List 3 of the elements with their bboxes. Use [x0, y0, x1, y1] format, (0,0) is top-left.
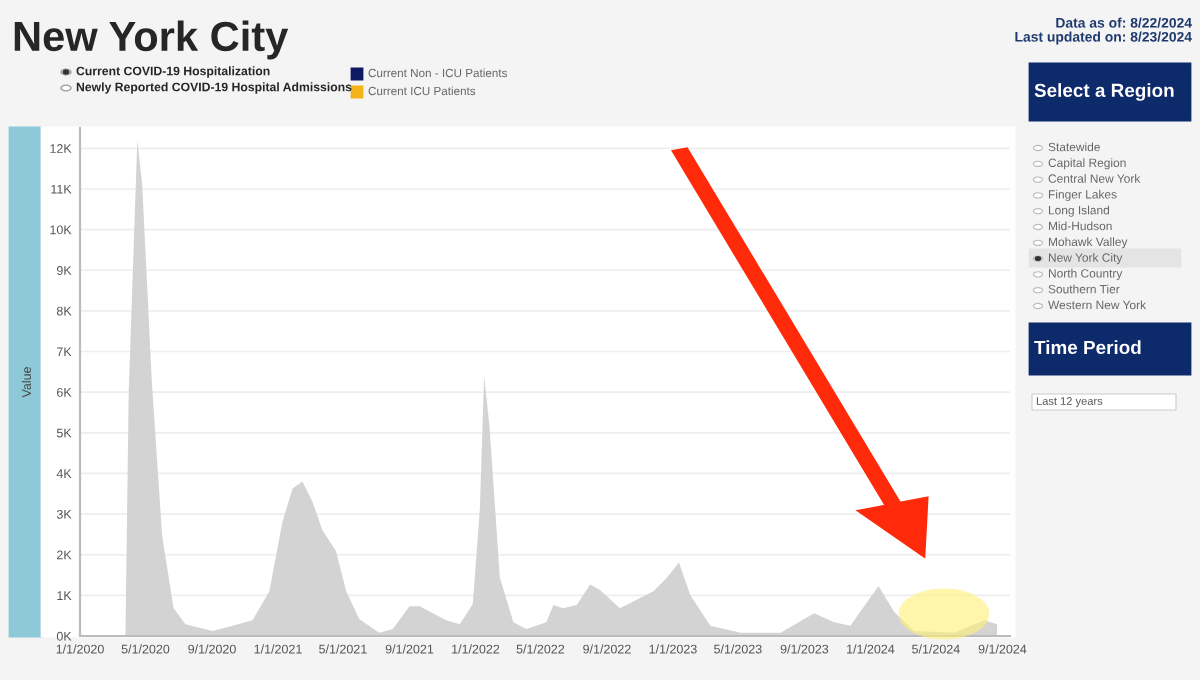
text: Select a Region [1034, 83, 1174, 101]
chart-title: New York City [14, 20, 289, 60]
text: Time Period [1034, 340, 1141, 355]
